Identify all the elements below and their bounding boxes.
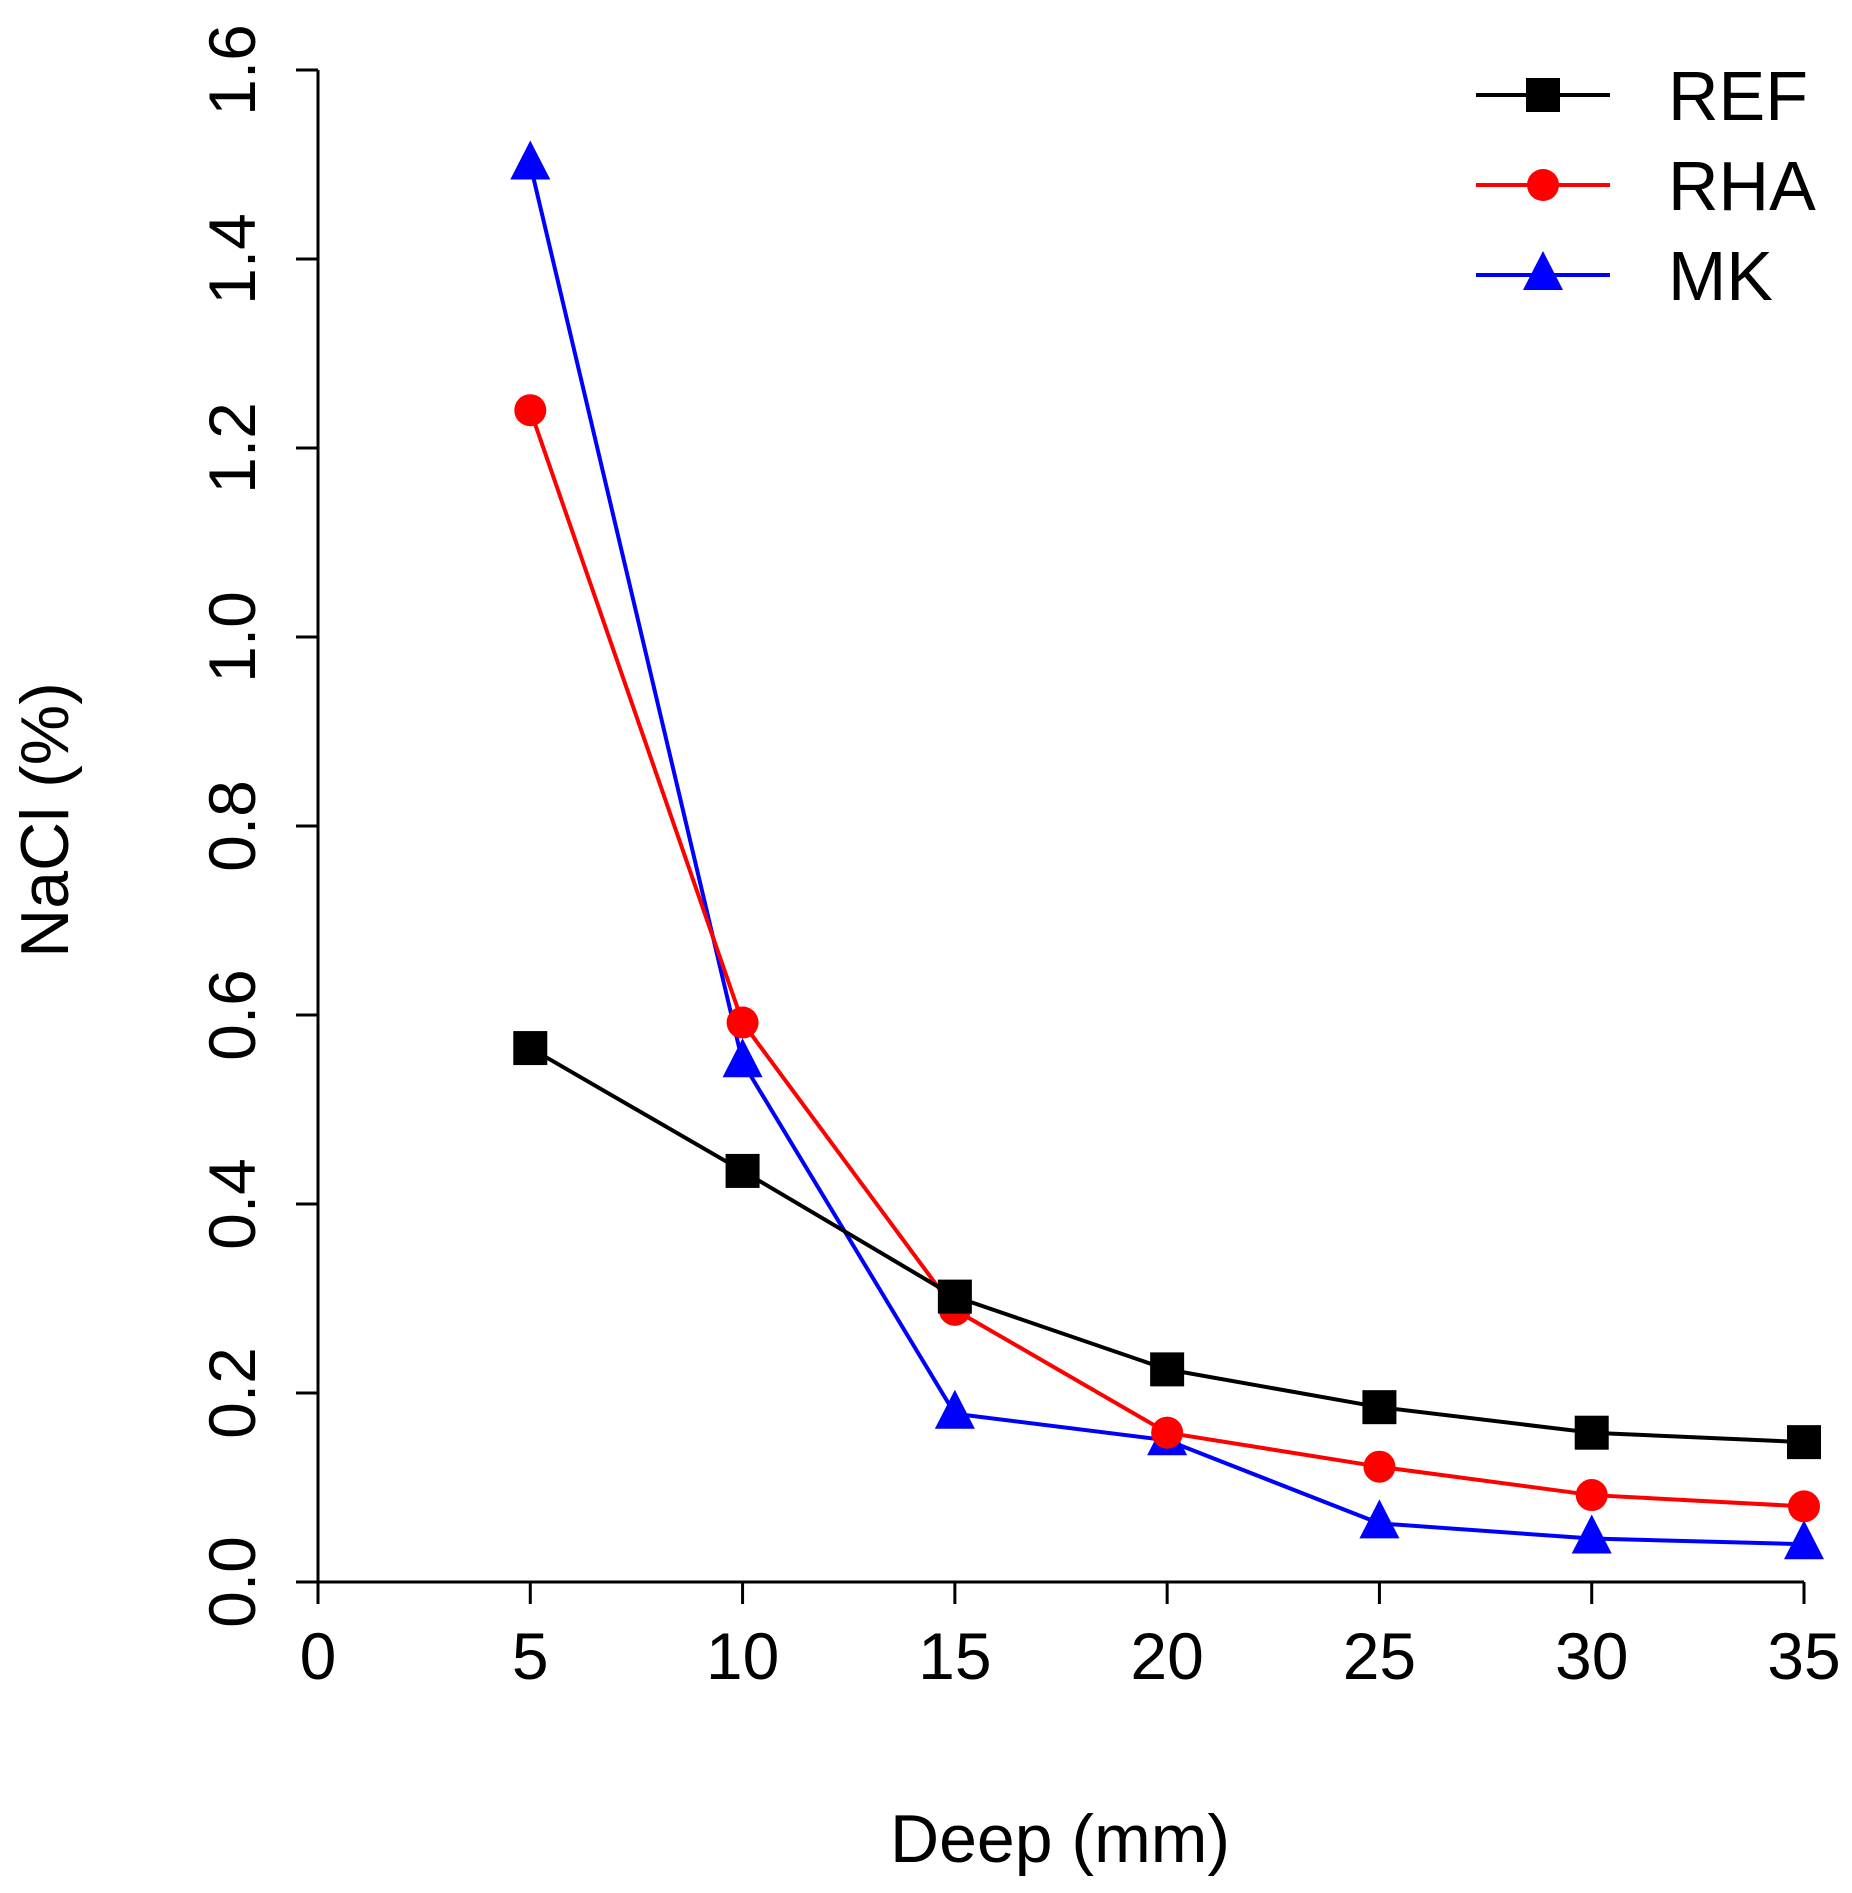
series-mk bbox=[510, 140, 1824, 1560]
data-point-mk bbox=[1784, 1520, 1824, 1560]
data-point-ref bbox=[1574, 1415, 1609, 1450]
legend-marker-ref bbox=[1526, 78, 1560, 112]
data-point-rha bbox=[1151, 1416, 1184, 1449]
data-point-rha bbox=[1788, 1490, 1820, 1523]
legend-marker-rha bbox=[1527, 169, 1559, 201]
axes bbox=[316, 70, 1804, 1584]
legend-label-rha: RHA bbox=[1668, 147, 1816, 225]
x-tick-label: 30 bbox=[1555, 1619, 1628, 1693]
series-rha bbox=[514, 394, 1820, 1523]
y-tick-label: 0.2 bbox=[195, 1347, 269, 1439]
data-point-rha bbox=[514, 394, 547, 427]
data-point-ref bbox=[1787, 1425, 1821, 1460]
data-point-ref bbox=[725, 1153, 760, 1188]
data-point-ref bbox=[1150, 1352, 1185, 1387]
x-tick-label: 15 bbox=[918, 1619, 991, 1693]
y-ticks: 0.0 0.2 0.4 0.6 0.8 1.0 1.2 1.4 1.6 bbox=[195, 24, 318, 1628]
legend-label-ref: REF bbox=[1668, 57, 1808, 135]
y-tick-label: 0.8 bbox=[195, 780, 269, 872]
x-tick-label: 10 bbox=[706, 1619, 779, 1693]
legend-label-mk: MK bbox=[1668, 237, 1773, 315]
data-point-mk bbox=[934, 1389, 975, 1429]
y-tick-label: 1.0 bbox=[195, 591, 269, 683]
data-point-ref bbox=[513, 1031, 548, 1066]
data-point-rha bbox=[1363, 1450, 1396, 1483]
legend-item-mk: MK bbox=[1476, 237, 1773, 315]
data-point-mk bbox=[510, 140, 551, 180]
legend: REF RHA MK bbox=[1476, 57, 1816, 315]
data-point-mk bbox=[722, 1038, 763, 1078]
data-point-ref bbox=[1362, 1390, 1397, 1425]
x-tick-label: 20 bbox=[1130, 1619, 1203, 1693]
x-tick-label: 5 bbox=[512, 1619, 549, 1693]
y-tick-label: 1.6 bbox=[195, 24, 269, 116]
legend-item-rha: RHA bbox=[1476, 147, 1816, 225]
series-line-mk bbox=[528, 164, 1805, 1547]
x-tick-label: 0 bbox=[300, 1619, 337, 1693]
legend-marker-mk bbox=[1523, 251, 1563, 290]
series-line-rha bbox=[528, 409, 1805, 1509]
y-tick-label: 0.6 bbox=[195, 969, 269, 1061]
y-tick-label: 0.4 bbox=[195, 1158, 269, 1250]
data-point-rha bbox=[1575, 1479, 1608, 1512]
y-tick-label: 1.4 bbox=[195, 213, 269, 305]
series bbox=[510, 140, 1824, 1560]
y-tick-label: 1.2 bbox=[195, 402, 269, 494]
data-point-mk bbox=[1359, 1499, 1400, 1539]
legend-item-ref: REF bbox=[1476, 57, 1808, 135]
x-axis-title: Deep (mm) bbox=[890, 1801, 1230, 1877]
x-ticks: 0 5 10 15 20 25 30 35 bbox=[300, 1582, 1841, 1693]
y-axis-title: NaCl (%) bbox=[7, 682, 83, 958]
data-point-rha bbox=[726, 1006, 759, 1039]
x-tick-label: 35 bbox=[1767, 1619, 1840, 1693]
x-tick-label: 25 bbox=[1343, 1619, 1416, 1693]
series-ref bbox=[513, 1031, 1821, 1460]
y-tick-label: 0.0 bbox=[195, 1536, 269, 1628]
data-point-mk bbox=[1571, 1514, 1612, 1554]
data-point-ref bbox=[937, 1279, 972, 1314]
